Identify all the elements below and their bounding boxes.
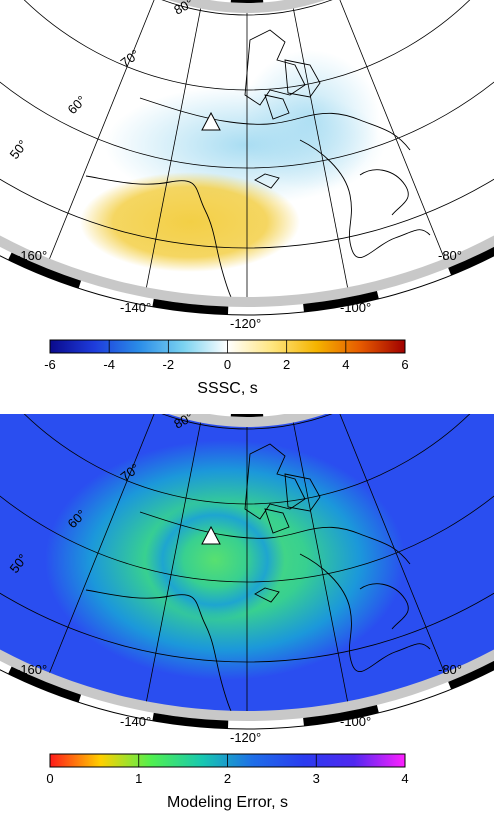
colorbar-tick-label: 0 xyxy=(46,771,53,786)
modeling-error-map: 80°70°60°50°-160°-140°-120°-100°-80°0 1 2 3… xyxy=(0,414,494,811)
colorbar-tick-label: 2 xyxy=(224,771,231,786)
graticule xyxy=(0,414,494,711)
frame-tick xyxy=(152,712,229,729)
colorbar-title: Modeling Error, s xyxy=(167,794,288,811)
longitude-label: -160° xyxy=(16,248,47,263)
triangle-station-icon xyxy=(201,525,221,545)
longitude-label: -140° xyxy=(120,714,151,729)
frame-tick xyxy=(303,705,379,727)
longitude-label: -100° xyxy=(340,714,371,729)
positive-anomaly xyxy=(80,172,300,272)
coastlines xyxy=(85,29,431,297)
sssc-map: 80°70°60°50°-160°-140°-120°-100°-80°-6 -4… xyxy=(0,0,494,397)
frame-tick xyxy=(303,291,379,313)
colorbar-tick-label: 2 xyxy=(283,357,290,372)
colorbar-title: SSSC, s xyxy=(197,380,257,397)
frame-tick xyxy=(448,246,494,276)
negative-anomaly xyxy=(240,50,380,190)
colorbar-tick-label: 1 xyxy=(135,771,142,786)
longitude-label: -80° xyxy=(438,248,462,263)
frame-tick xyxy=(152,298,229,315)
sssc-map-panel: 80° 70° 60° 50° -160° -140° -120° -100° -80° -6 -4… xyxy=(0,0,494,397)
colorbar-tick-label: -2 xyxy=(163,357,175,372)
frame-tick xyxy=(8,666,82,703)
frame-tick xyxy=(230,414,264,417)
graticule xyxy=(0,0,494,297)
colorbar-tick-label: 4 xyxy=(401,771,408,786)
colorbar-tick-label: 4 xyxy=(342,357,349,372)
colorbar-tick-label: -4 xyxy=(103,357,115,372)
longitude-label: -140° xyxy=(120,300,151,315)
frame-tick xyxy=(230,0,264,3)
frame-tick xyxy=(448,660,494,690)
modeling-error-map-panel: 80° 70° 60° 50° -160° -140° -120° -100° -80° 0 1 2 3… xyxy=(0,414,494,827)
longitude-label: -80° xyxy=(438,662,462,677)
colorbar-tick-label: 6 xyxy=(401,357,408,372)
longitude-label: -120° xyxy=(230,730,261,745)
longitude-label: -100° xyxy=(340,300,371,315)
frame-tick xyxy=(8,252,82,289)
colorbar-tick-label: 3 xyxy=(313,771,320,786)
triangle-station-icon xyxy=(201,111,221,131)
coastlines xyxy=(85,443,431,711)
colorbar-tick-label: -6 xyxy=(44,357,56,372)
longitude-label: -120° xyxy=(230,316,261,331)
longitude-label: -160° xyxy=(16,662,47,677)
colorbar-tick-label: 0 xyxy=(224,357,231,372)
